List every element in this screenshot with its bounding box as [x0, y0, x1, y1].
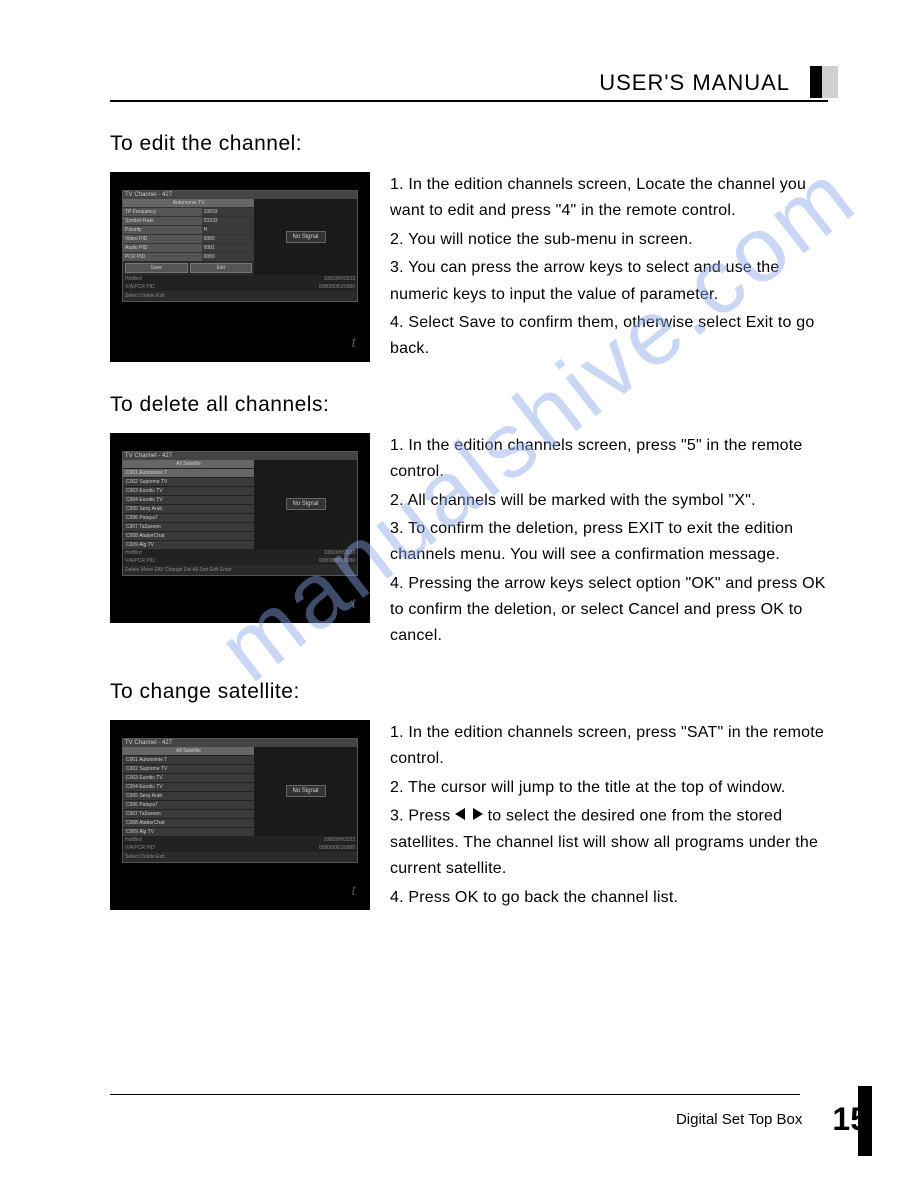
instructions-satellite: 1. In the edition channels screen, press…	[390, 720, 828, 913]
tv-param-value: 0081	[202, 244, 254, 252]
footer-decor	[858, 1086, 872, 1156]
step-text: 4. Select Save to confirm them, otherwis…	[390, 310, 828, 363]
tv-list-row: C001 Autonomie T	[123, 755, 254, 764]
step-text: 1. In the edition channels screen, press…	[390, 433, 828, 486]
header-title: USER'S MANUAL	[110, 70, 828, 96]
footer-rule	[110, 1094, 800, 1095]
tv-foot-sat: HotBird	[125, 276, 142, 282]
step-text: 1. In the edition channels screen, press…	[390, 720, 828, 773]
tv-foot-pid: V/A/PCR PID	[125, 845, 155, 851]
tv-title: TV Channel - 427	[123, 452, 357, 460]
tv-foot-pid: V/A/PCR PID	[125, 558, 155, 564]
step-text: 2. All channels will be marked with the …	[390, 488, 828, 514]
tv-list-row: C005 Sexy Arab	[123, 504, 254, 513]
screenshot-satellite: TV Channel - 427 All Satellite C001 Auto…	[110, 720, 370, 910]
tv-list-row: C002 Supreme TV	[123, 764, 254, 773]
tv-list-row: C004 Eurotic TV	[123, 495, 254, 504]
tv-param-label: Audio PID	[123, 244, 202, 252]
step-text: 2. The cursor will jump to the title at …	[390, 775, 828, 801]
step-text: 2. You will notice the sub-menu in scree…	[390, 227, 828, 253]
step-text: 3. To confirm the deletion, press EXIT t…	[390, 516, 828, 569]
tv-exit-btn: Exit	[190, 263, 253, 273]
tv-sub-edit: Autonomie TV	[123, 199, 254, 207]
section-title-edit: To edit the channel:	[110, 132, 828, 156]
step-text: 4. Pressing the arrow keys select option…	[390, 571, 828, 650]
left-right-arrow-icon	[455, 803, 483, 829]
tv-param-label: Symbol Rate	[123, 217, 202, 225]
page-header: USER'S MANUAL	[110, 70, 828, 102]
tv-param-value: H	[202, 226, 254, 234]
tv-param-label: Video PID	[123, 235, 202, 243]
info-icon: t	[352, 882, 356, 900]
tv-save-btn: Save	[125, 263, 188, 273]
tv-title: TV Channel - 427	[123, 191, 357, 199]
header-decor-dark	[810, 66, 822, 98]
tv-hints: Select Delete Exit	[123, 291, 357, 301]
tv-foot-pidv: 0080/0081/0080	[319, 558, 355, 564]
tv-list-row: C004 Eurotic TV	[123, 782, 254, 791]
tv-list-row: C009 Alg TV	[123, 540, 254, 549]
tv-foot-sat: HotBird	[125, 837, 142, 843]
tv-foot-sat: HotBird	[125, 550, 142, 556]
tv-title: TV Channel - 427	[123, 739, 357, 747]
screenshot-edit: TV Channel - 427 Autonomie TV TP Frequen…	[110, 172, 370, 362]
tv-list-row: C005 Sexy Arab	[123, 791, 254, 800]
tv-list-row: C002 Supreme TV	[123, 477, 254, 486]
tv-param-label: TP Frequency	[123, 208, 202, 216]
tv-nosignal: No Signal	[286, 498, 326, 510]
tv-hints: Select Delete Exit	[123, 852, 357, 862]
step-text-part: 3. Press	[390, 807, 455, 824]
tv-param-label: Polarity	[123, 226, 202, 234]
tv-list-row: C008 AtaberChat	[123, 531, 254, 540]
tv-list-row: C009 Alg TV	[123, 827, 254, 836]
header-decor-light	[822, 66, 838, 98]
step-text: 3. You can press the arrow keys to selec…	[390, 255, 828, 308]
tv-list-row: C006 Pataya7	[123, 513, 254, 522]
section-edit-channel: To edit the channel: TV Channel - 427 Au…	[110, 132, 828, 365]
tv-foot-pid: V/A/PCR PID	[125, 284, 155, 290]
tv-sub-all: All Satellite	[123, 460, 254, 468]
tv-foot-freq: 10893/H/3333	[324, 550, 355, 556]
info-icon: t	[352, 595, 356, 613]
step-text: 3. Press to select the desired one from …	[390, 803, 828, 883]
tv-param-value: 10833	[202, 208, 254, 216]
tv-list-row: C001 Autonomie T	[123, 468, 254, 477]
info-icon: t	[352, 334, 356, 352]
step-text: 4. Press OK to go back the channel list.	[390, 885, 828, 911]
step-text: 1. In the edition channels screen, Locat…	[390, 172, 828, 225]
tv-foot-freq: 10893/H/3333	[324, 276, 355, 282]
tv-list-row: C007 TaSareen	[123, 522, 254, 531]
screenshot-delete: TV Channel - 427 All Satellite C001 Auto…	[110, 433, 370, 623]
tv-hints: Delete Move FAV Change Del All Sort Edit…	[123, 565, 357, 575]
tv-list-row: C006 Pataya7	[123, 800, 254, 809]
page-footer: Digital Set Top Box 15	[110, 1094, 868, 1138]
tv-list-row: C007 TaSareen	[123, 809, 254, 818]
tv-foot-pidv: 0080/0081/0080	[319, 284, 355, 290]
tv-list-row: C003 Eurotic TV	[123, 773, 254, 782]
section-title-satellite: To change satellite:	[110, 680, 828, 704]
tv-param-value: 03333	[202, 217, 254, 225]
tv-param-value: 0080	[202, 253, 254, 261]
tv-param-label: PCR PID	[123, 253, 202, 261]
section-delete-channels: To delete all channels: TV Channel - 427…	[110, 393, 828, 652]
tv-sub-all: All Satellite	[123, 747, 254, 755]
tv-nosignal: No Signal	[286, 231, 326, 243]
footer-text: Digital Set Top Box	[676, 1111, 802, 1128]
tv-param-value: 0080	[202, 235, 254, 243]
tv-list-row: C003 Eurotic TV	[123, 486, 254, 495]
tv-list-row: C008 AtaberChat	[123, 818, 254, 827]
section-title-delete: To delete all channels:	[110, 393, 828, 417]
instructions-edit: 1. In the edition channels screen, Locat…	[390, 172, 828, 365]
section-change-satellite: To change satellite: TV Channel - 427 Al…	[110, 680, 828, 913]
instructions-delete: 1. In the edition channels screen, press…	[390, 433, 828, 652]
tv-foot-pidv: 0080/0081/0080	[319, 845, 355, 851]
tv-foot-freq: 10893/H/3333	[324, 837, 355, 843]
tv-nosignal: No Signal	[286, 785, 326, 797]
